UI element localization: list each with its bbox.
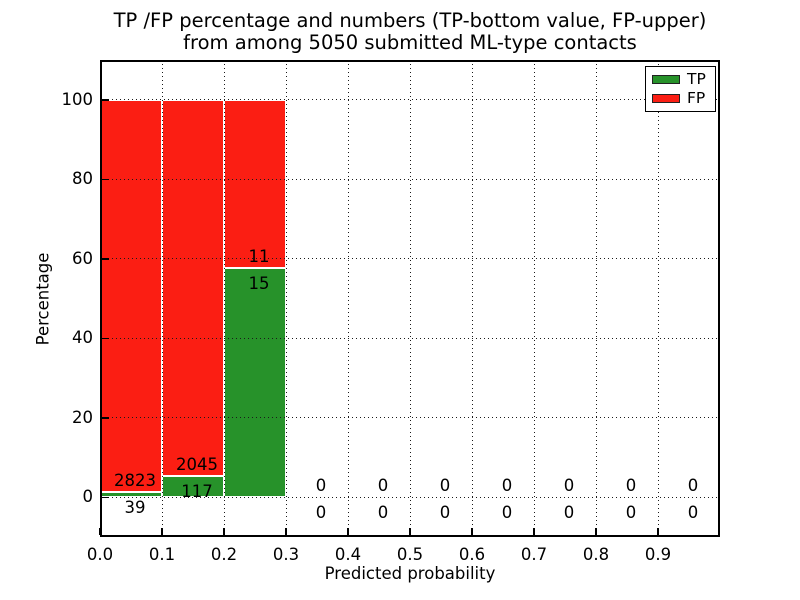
bottom-spine	[100, 535, 720, 537]
y-tick-mark	[102, 99, 109, 101]
fp-count-label: 0	[377, 476, 389, 496]
horizontal-gridline	[100, 99, 720, 101]
fp-count-label: 0	[315, 476, 327, 496]
y-tick-label: 60	[72, 248, 93, 268]
vertical-gridline	[409, 60, 411, 537]
fp-count-label: 2823	[114, 470, 156, 490]
vertical-gridline	[223, 60, 225, 537]
tp-count-label: 15	[248, 273, 270, 293]
x-tick-mark	[161, 528, 163, 535]
chart-title-line1: TP /FP percentage and numbers (TP-bottom…	[113, 9, 707, 32]
horizontal-gridline	[100, 337, 720, 339]
y-tick-mark	[102, 496, 109, 498]
horizontal-gridline	[100, 417, 720, 419]
x-tick-mark	[409, 528, 411, 535]
fp-bar-segment	[100, 99, 162, 492]
x-tick-label: 0.0	[86, 545, 114, 564]
y-tick-label: 40	[72, 328, 93, 348]
x-tick-mark	[595, 528, 597, 535]
x-tick-mark	[533, 528, 535, 535]
legend-label: TP	[687, 70, 706, 88]
x-tick-label: 0.5	[396, 545, 424, 564]
fp-bar-segment	[162, 99, 224, 476]
x-axis-label: Predicted probability	[324, 564, 496, 583]
tp-count-label: 39	[124, 497, 146, 517]
x-tick-mark	[285, 528, 287, 535]
chart-title: TP /FP percentage and numbers (TP-bottom…	[114, 10, 707, 53]
y-tick-mark	[102, 417, 109, 419]
x-tick-label: 0.6	[458, 545, 486, 564]
legend-label: FP	[687, 89, 706, 107]
x-tick-label: 0.2	[210, 545, 238, 564]
legend-item-tp: TP	[652, 70, 715, 88]
fp-count-label: 11	[248, 246, 270, 266]
tp-count-label: 0	[563, 503, 575, 523]
legend-item-fp: FP	[652, 89, 715, 107]
vertical-gridline	[161, 60, 163, 537]
x-tick-label: 0.4	[334, 545, 362, 564]
left-spine	[100, 60, 102, 537]
tp-count-label: 0	[625, 503, 637, 523]
tp-count-label: 0	[687, 503, 699, 523]
chart-title-line2: from among 5050 submitted ML-type contac…	[183, 30, 637, 54]
y-tick-label: 0	[82, 487, 94, 507]
y-tick-mark	[102, 337, 109, 339]
vertical-gridline	[595, 60, 597, 537]
tp-count-label: 0	[501, 503, 513, 523]
tp-count-label: 0	[315, 503, 327, 523]
fp-count-label: 0	[625, 476, 637, 496]
tp-count-label: 0	[377, 503, 389, 523]
x-tick-label: 0.7	[520, 545, 548, 564]
y-tick-mark	[102, 258, 109, 260]
tp-count-label: 0	[439, 503, 451, 523]
legend-swatch-tp	[652, 75, 680, 84]
vertical-gridline	[471, 60, 473, 537]
fp-bar-segment	[224, 99, 286, 268]
x-tick-mark	[471, 528, 473, 535]
top-spine	[100, 60, 720, 62]
x-tick-label: 0.3	[272, 545, 300, 564]
y-tick-mark	[102, 178, 109, 180]
fp-count-label: 0	[501, 476, 513, 496]
tp-count-label: 117	[181, 481, 213, 501]
x-tick-label: 0.1	[148, 545, 176, 564]
fp-count-label: 0	[563, 476, 575, 496]
vertical-gridline	[347, 60, 349, 537]
x-tick-label: 0.8	[582, 545, 610, 564]
fp-count-label: 0	[439, 476, 451, 496]
x-tick-mark	[347, 528, 349, 535]
x-tick-label: 0.9	[644, 545, 672, 564]
x-tick-mark	[223, 528, 225, 535]
legend-swatch-fp	[652, 94, 680, 103]
legend: TP FP	[645, 66, 716, 112]
horizontal-gridline	[100, 178, 720, 180]
vertical-gridline	[285, 60, 287, 537]
plot-area: 2823 39 2045 117 11 15 0 0 0 0 0 0 0 0 0 0 0 0 0 0 0.0 0.1 0.2…	[62, 60, 720, 564]
horizontal-gridline	[100, 496, 720, 498]
tp-bar-segment	[224, 267, 286, 498]
horizontal-gridline	[100, 258, 720, 260]
y-tick-label: 100	[61, 89, 94, 109]
fp-count-label: 0	[687, 476, 699, 496]
vertical-gridline	[533, 60, 535, 537]
vertical-gridline	[657, 60, 659, 537]
y-tick-label: 80	[72, 169, 93, 189]
x-tick-mark	[657, 528, 659, 535]
right-spine	[718, 60, 720, 537]
y-tick-label: 20	[72, 407, 93, 427]
fp-count-label: 2045	[176, 454, 218, 474]
